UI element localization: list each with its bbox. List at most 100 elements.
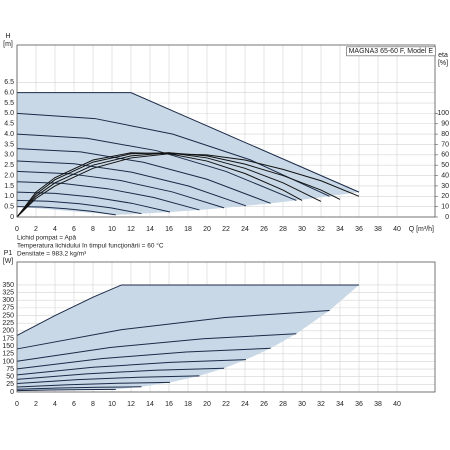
y-tick-label: 250 (2, 312, 14, 319)
x-tick-label: 28 (279, 226, 287, 233)
y-tick-label: 175 (2, 335, 14, 342)
y-tick-label: 225 (2, 320, 14, 327)
curve (16, 199, 142, 215)
x-tick-label: 6 (72, 226, 76, 233)
y2-tick-label: 70 (441, 141, 449, 148)
x-tick-label: 38 (374, 401, 382, 408)
x-tick-label: 28 (279, 401, 287, 408)
curve (16, 333, 297, 362)
x-tick-label: 16 (165, 401, 173, 408)
y2-axis-label: eta (438, 52, 448, 59)
x-tick-label: 10 (108, 401, 116, 408)
curve (16, 381, 170, 388)
y-tick-label: 75 (6, 366, 14, 373)
y-tick-label: 3.5 (4, 141, 14, 148)
x-tick-label: 14 (146, 401, 154, 408)
x-tick-label: 14 (146, 226, 154, 233)
y2-tick-label: 40 (441, 172, 449, 179)
y2-tick-label: 80 (441, 131, 449, 138)
x-tick-label: 6 (72, 401, 76, 408)
x-tick-label: 12 (127, 401, 135, 408)
y2-tick-label: 0 (445, 214, 449, 221)
curve (16, 388, 116, 392)
x-tick-label: 36 (355, 401, 363, 408)
x-tick-label: 26 (260, 226, 268, 233)
y-tick-label: 4.5 (4, 121, 14, 128)
x-tick-label: 10 (108, 226, 116, 233)
y-tick-label: 200 (2, 328, 14, 335)
x-tick-label: 40 (393, 401, 401, 408)
y-tick-label: 25 (6, 381, 14, 388)
x-tick-label: 40 (393, 226, 401, 233)
x-tick-label: 20 (203, 401, 211, 408)
y-tick-label: 5.0 (4, 110, 14, 117)
y2-tick-label: 100 (437, 110, 449, 117)
y2-tick-label: 30 (441, 183, 449, 190)
note: Lichid pompat = Apă (17, 235, 76, 242)
y-tick-label: 3.0 (4, 152, 14, 159)
plot-frame (16, 44, 436, 218)
y-tick-label: 2.5 (4, 162, 14, 169)
curve (16, 367, 225, 380)
operating-area (17, 284, 359, 391)
x-tick-label: 30 (298, 401, 306, 408)
y-tick-label: 0 (10, 389, 14, 396)
y-tick-label: 50 (6, 374, 14, 381)
y2-tick-label: 20 (441, 193, 449, 200)
x-tick-label: 22 (222, 401, 230, 408)
plot-frame (16, 261, 436, 393)
y-tick-label: 325 (2, 289, 14, 296)
x-tick-label: 12 (127, 226, 135, 233)
x-tick-label: 26 (260, 401, 268, 408)
x-tick-label: 24 (241, 226, 249, 233)
x-tick-label: 32 (317, 226, 325, 233)
x-tick-label: 20 (203, 226, 211, 233)
y2-tick-label: 90 (441, 121, 449, 128)
x-tick-label: 0 (15, 401, 19, 408)
y-axis-unit: [m] (3, 41, 13, 48)
curve (16, 359, 246, 376)
curve (16, 386, 142, 390)
y2-tick-label: 10 (441, 203, 449, 210)
operating-area (17, 92, 359, 215)
curve (16, 310, 330, 350)
curve (16, 170, 225, 209)
note: Densitate = 983.2 kg/m³ (17, 251, 87, 258)
x-tick-label: 2 (34, 226, 38, 233)
title-box (346, 46, 436, 57)
y2-tick-label: 50 (441, 162, 449, 169)
y-axis-label: P1 (4, 250, 13, 257)
x-tick-label: 8 (91, 226, 95, 233)
x-tick-label: 4 (53, 226, 57, 233)
x-tick-label: 38 (374, 226, 382, 233)
x-tick-label: 36 (355, 226, 363, 233)
y2-axis-unit: [%] (438, 60, 448, 67)
y-tick-label: 275 (2, 305, 14, 312)
curve (16, 160, 247, 207)
y-tick-label: 100 (2, 358, 14, 365)
y-tick-label: 300 (2, 297, 14, 304)
curve (16, 375, 200, 384)
y-axis-label: H (5, 33, 10, 40)
y-tick-label: 4.0 (4, 131, 14, 138)
y-tick-label: 0 (10, 214, 14, 221)
curve (17, 92, 360, 193)
curve (16, 191, 171, 213)
x-tick-label: 34 (336, 401, 344, 408)
chart-title: MAGNA3 65-60 F, Model E (349, 48, 434, 55)
y-tick-label: 6.5 (4, 79, 14, 86)
y-tick-label: 125 (2, 351, 14, 358)
y-tick-label: 1.5 (4, 183, 14, 190)
x-tick-label: 8 (91, 401, 95, 408)
y-tick-label: 6.0 (4, 90, 14, 97)
y-axis-unit: [W] (3, 258, 14, 265)
x-tick-label: 18 (184, 226, 192, 233)
y-tick-label: 2.0 (4, 172, 14, 179)
x-tick-label: 34 (336, 226, 344, 233)
x-tick-label: 32 (317, 401, 325, 408)
x-tick-label: 2 (34, 401, 38, 408)
x-axis-label: Q [m³/h] (409, 226, 434, 233)
efficiency-curve (16, 152, 303, 218)
y-tick-label: 0.5 (4, 203, 14, 210)
x-tick-label: 18 (184, 401, 192, 408)
